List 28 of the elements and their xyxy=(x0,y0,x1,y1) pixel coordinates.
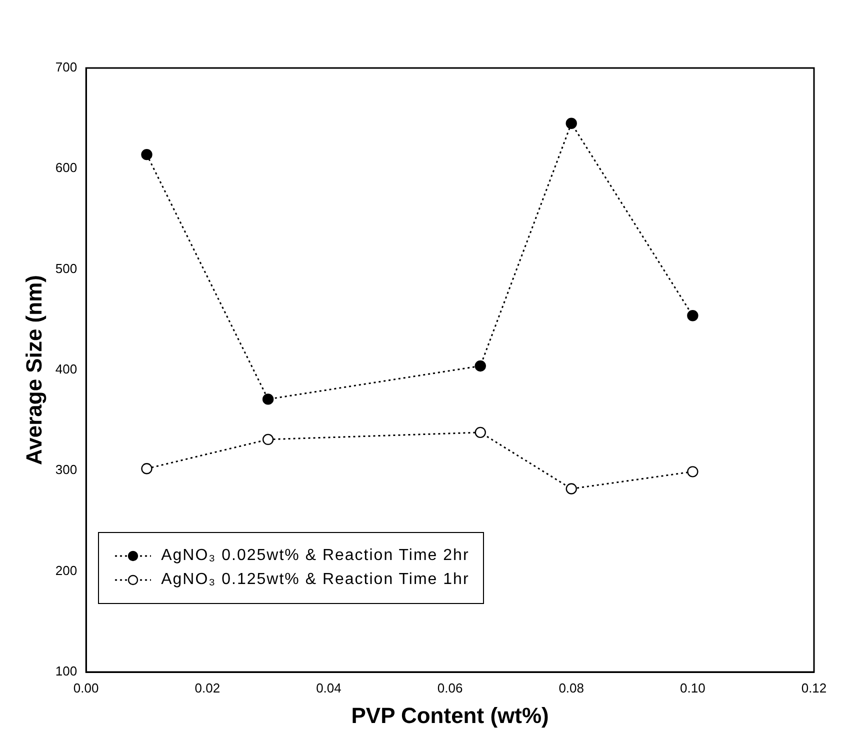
point xyxy=(566,483,577,494)
point xyxy=(687,466,698,478)
x-tick-label: 0.10 xyxy=(680,680,706,696)
x-tick-label: 0.04 xyxy=(316,680,342,696)
point xyxy=(141,463,152,474)
y-tick-label: 600 xyxy=(55,160,78,176)
legend-label: AgNO₃ 0.025wt% & Reaction Time 2hr xyxy=(161,547,470,565)
point xyxy=(474,426,486,438)
y-tick-label: 500 xyxy=(55,260,78,276)
x-tick-label: 0.06 xyxy=(437,680,463,696)
y-tick-label: 700 xyxy=(55,60,78,75)
x-tick-label: 0.12 xyxy=(801,680,827,696)
y-axis-title: Average Size (nm) xyxy=(21,275,46,465)
y-tick-label: 200 xyxy=(55,562,78,578)
x-axis-title: PVP Content (wt%) xyxy=(351,702,549,728)
y-tick-label: 100 xyxy=(55,664,78,679)
point xyxy=(474,360,486,372)
legend-label: AgNO₃ 0.125wt% & Reaction Time 1hr xyxy=(161,571,470,589)
point xyxy=(687,310,698,322)
x-tick-label: 0.08 xyxy=(558,680,584,696)
point xyxy=(262,434,274,446)
point xyxy=(141,148,152,160)
x-tick-label: 0.02 xyxy=(194,680,220,696)
x-tick-label: 0.00 xyxy=(73,680,99,696)
point xyxy=(566,118,577,129)
y-tick-label: 400 xyxy=(55,362,78,377)
point xyxy=(262,394,274,405)
y-tick-label: 300 xyxy=(55,462,78,478)
